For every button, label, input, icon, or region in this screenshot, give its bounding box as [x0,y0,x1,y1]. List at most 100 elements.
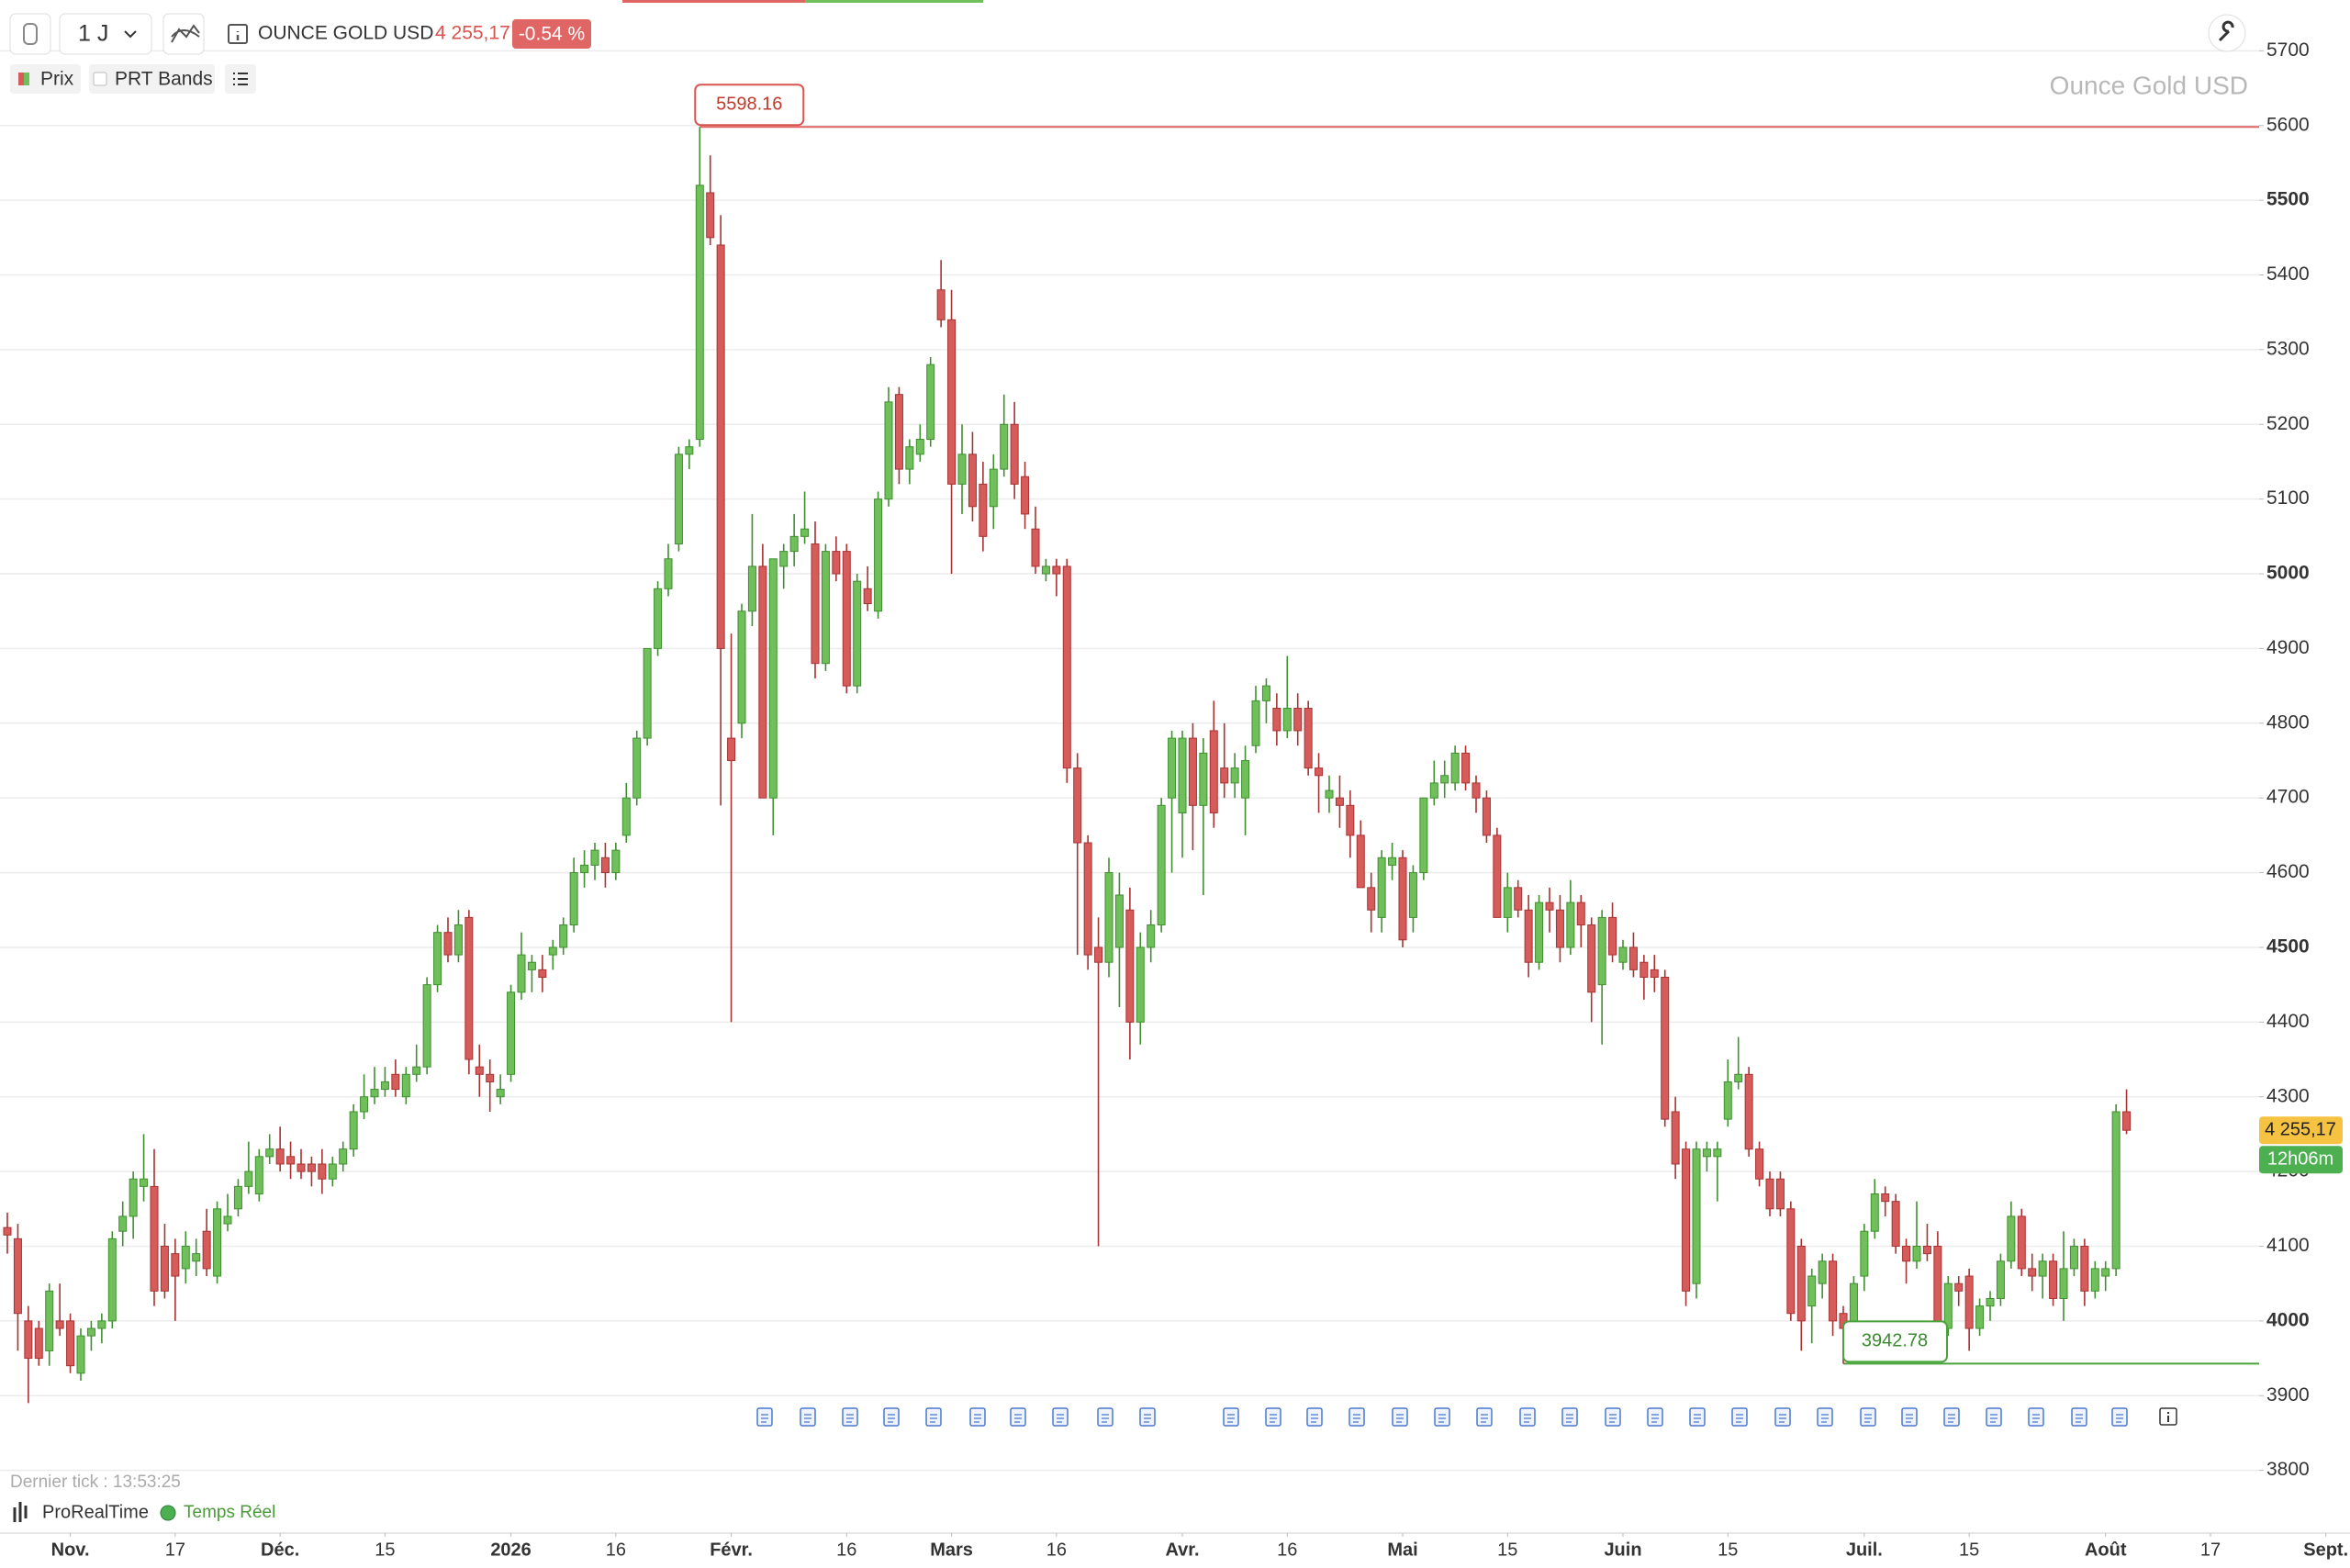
candle-body [569,872,578,926]
event-icon [1647,1407,1663,1427]
candle-body [1682,1148,1691,1292]
candle-body [1220,767,1229,784]
candle-body [1335,797,1344,806]
candle-body [1147,924,1156,948]
event-icon [1348,1407,1365,1427]
candle-body [1304,708,1313,769]
candle-body [758,566,767,799]
icon [23,23,38,45]
event-icon [1817,1407,1833,1427]
candle-body [695,185,704,441]
candle-body [1199,752,1208,806]
interval-dropdown[interactable] [59,13,152,55]
x-tick-label: 17 [2200,1540,2221,1560]
event-icon [1097,1407,1113,1427]
candle-body [275,1148,285,1165]
event-icon-lines [2076,1414,2083,1423]
event-icon [1434,1407,1450,1427]
candle-body [1440,775,1449,784]
event-icon [1561,1407,1578,1427]
x-tick-label: Sept. [2303,1540,2348,1560]
markers [699,126,2259,1365]
event-icon-lines [1014,1414,1022,1423]
candle-body [926,364,935,441]
candle-body [307,1163,316,1172]
candle-body [422,984,431,1068]
event-icon [2028,1407,2044,1427]
candle-body [947,319,957,485]
candle-body [1083,842,1092,956]
event-icon [1689,1407,1706,1427]
candle-body [1188,737,1197,806]
candle-body [1618,946,1628,963]
candle-body [2101,1268,2110,1277]
candle-body [1104,872,1113,963]
candle-body [1860,1230,1869,1277]
event-icon-lines [1057,1414,1064,1423]
candle-body [1902,1245,1911,1262]
candle-body [1943,1282,1953,1329]
event-icon-lines [1481,1414,1488,1423]
y-tick-label: 5000 [2266,563,2310,584]
y-tick-label: 4300 [2266,1085,2310,1106]
candle-body [1587,924,1596,993]
toggle[interactable] [10,64,81,94]
icon [171,24,200,43]
candle-body [1125,909,1135,1023]
event-icon [1265,1407,1281,1427]
event-icon [756,1407,773,1427]
candle-body [1891,1201,1900,1247]
candle-body [1419,797,1428,874]
candle-body [1272,708,1281,732]
candle-body [1315,767,1324,777]
candle-body [34,1327,43,1360]
candle-body [747,566,756,612]
candle-body [1398,857,1407,941]
toggle-label: PRT Bands [115,69,213,90]
candle-body [2017,1215,2026,1270]
event-icon [1943,1407,1960,1427]
candle-body [97,1320,106,1329]
candle-body [360,1096,369,1113]
candle-body [391,1073,400,1091]
x-tick-label: Févr. [710,1540,753,1560]
candle-body [1608,916,1617,956]
candle-body [1661,977,1670,1120]
x-tick-label: 15 [1959,1540,1979,1560]
candle-body [1954,1282,1964,1292]
candle-body [884,401,893,500]
candle-body [800,528,810,537]
checkbox[interactable] [93,72,107,86]
candle-body [654,588,663,649]
toggle[interactable] [89,64,215,94]
candle-body [318,1163,327,1180]
toolbar-button[interactable] [9,13,51,55]
watermark: Ounce Gold USD [2050,71,2248,99]
event-icon [1392,1407,1408,1427]
y-tick-label: 4800 [2266,711,2310,733]
event-icon [1306,1407,1323,1427]
chevron [124,30,137,39]
candle-body [496,1089,505,1098]
candle-body [1796,1245,1806,1322]
candle-body [1503,887,1512,918]
candle-body [915,439,924,455]
max-label-box [694,84,805,127]
instrument: OUNCE GOLD USD [258,23,433,44]
status-dot [160,1505,176,1521]
candle-body [989,468,998,508]
event-icon-lines [1821,1414,1829,1423]
candle-body [936,289,946,320]
candle-body [768,558,778,799]
candle-body [706,192,715,239]
event-icon-lines [1524,1414,1531,1423]
candle-body [1692,1148,1701,1284]
candle-body [2090,1268,2099,1292]
candle-body [779,551,789,567]
info-button[interactable] [228,24,248,44]
candle-body [894,394,903,470]
candle-body [1493,834,1502,918]
candle-body [1713,1148,1722,1158]
candle-body [1524,909,1533,963]
candle-body [1241,759,1250,799]
